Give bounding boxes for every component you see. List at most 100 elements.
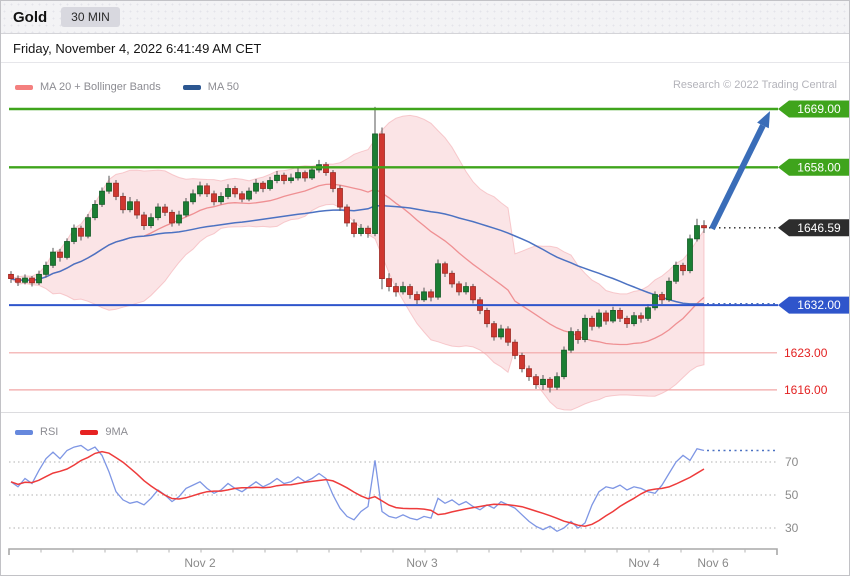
candle-up (372, 133, 378, 234)
candle-down (57, 251, 63, 258)
candle-down (512, 341, 518, 356)
candle-up (596, 312, 602, 327)
candle-up (22, 277, 28, 283)
ma20-bollinger-legend-swatch (15, 84, 33, 90)
candle-down (330, 172, 336, 189)
candle-up (610, 309, 616, 322)
candle-up (155, 206, 161, 219)
time-axis-svg[interactable]: Nov 2 Nov 3 Nov 4 Nov 6 (1, 546, 850, 576)
candle-down (78, 227, 84, 237)
rsi-ma-legend-swatch (80, 429, 99, 435)
candle-up (225, 188, 231, 197)
candle-up (36, 273, 42, 284)
resistance-tag-1658-label: 1658.00 (797, 160, 841, 174)
candle-up (99, 190, 105, 205)
rsi-line (10, 444, 705, 533)
copyright-watermark: Research © 2022 Trading Central (672, 79, 837, 91)
candle-up (582, 317, 588, 340)
candle-down (449, 272, 455, 285)
resistance-tag-1669-label: 1669.00 (797, 102, 841, 116)
candle-down (680, 264, 686, 272)
candle-up (71, 227, 77, 242)
candle-up (631, 315, 637, 325)
candle-down (519, 355, 525, 370)
main-chart-svg[interactable]: 1669.00 1658.00 1646.59 1632.00 1623.00 1616.… (1, 63, 850, 413)
candle-up (666, 280, 672, 301)
candle-down (323, 164, 329, 174)
candle-down (638, 315, 644, 319)
candle-up (106, 182, 112, 192)
candle-up (645, 307, 651, 319)
time-axis-label-Nov-2: Nov 2 (184, 556, 216, 570)
candle-down (659, 294, 665, 301)
ma50-legend-swatch (182, 84, 201, 90)
candle-down (393, 286, 399, 293)
timeframe-badge[interactable]: 30 MIN (61, 7, 120, 27)
candle-up (568, 331, 574, 351)
resistance-tag-1669 (778, 100, 849, 118)
candle-down (407, 286, 413, 295)
candle-up (85, 217, 91, 237)
candle-down (414, 294, 420, 301)
time-axis[interactable]: Nov 2 Nov 3 Nov 4 Nov 6 (1, 546, 850, 576)
candle-up (687, 238, 693, 272)
candle-down (232, 188, 238, 195)
candle-down (470, 286, 476, 301)
candle-up (463, 286, 469, 293)
price-chart-panel[interactable]: MA 20 + Bollinger Bands MA 50 Research ©… (1, 63, 849, 413)
candle-up (92, 203, 98, 219)
candle-up (267, 180, 273, 189)
rsi-legend-swatch (15, 429, 33, 435)
candle-up (183, 201, 189, 216)
candle-down (386, 278, 392, 287)
candle-up (50, 251, 56, 266)
candle-up (43, 264, 49, 275)
candle-up (253, 182, 259, 192)
candle-down (211, 193, 217, 203)
last-price-tag (778, 219, 849, 237)
candle-up (652, 294, 658, 309)
ma50-line (10, 205, 705, 305)
candle-up (190, 193, 196, 203)
ma50-legend-label: MA 50 (207, 81, 239, 93)
rsi-9ma-line (10, 450, 705, 527)
candle-down (505, 328, 511, 343)
candle-up (127, 201, 133, 211)
candle-down (260, 182, 266, 189)
up-arrow-icon (757, 111, 770, 129)
candle-up (694, 225, 700, 240)
candle-up (218, 196, 224, 203)
price-chart-legend: MA 20 + Bollinger Bands MA 50 (15, 81, 261, 93)
candle-down (204, 185, 210, 195)
rsi-panel[interactable]: RSI 9MA 70 50 30 (1, 413, 849, 546)
rsi-legend-label: RSI (40, 426, 59, 438)
candle-down (589, 317, 595, 327)
candle-up (554, 376, 560, 388)
pivot-tag-1632 (778, 296, 849, 314)
rsi-ma-legend-label: 9MA (105, 426, 128, 438)
rsi-chart-svg[interactable]: 70 50 30 (1, 413, 850, 546)
candle-down (8, 273, 14, 280)
candle-up (421, 291, 427, 301)
candle-up (309, 169, 315, 179)
candle-down (379, 133, 385, 280)
candle-up (64, 241, 70, 258)
candle-down (617, 309, 623, 319)
candle-down (484, 309, 490, 325)
candle-down (624, 317, 630, 325)
candle-down (15, 278, 21, 283)
time-axis-label-Nov-6: Nov 6 (697, 556, 729, 570)
candle-down (575, 331, 581, 340)
last-price-tag-label: 1646.59 (797, 221, 841, 235)
candle-up (498, 328, 504, 338)
candle-up (358, 227, 364, 234)
rsi-tick-label-70: 70 (785, 455, 799, 469)
candle-up (288, 177, 294, 181)
candle-up (246, 190, 252, 200)
time-axis-label-Nov-3: Nov 3 (406, 556, 438, 570)
rsi-tick-label-50: 50 (785, 488, 799, 502)
resistance-tag-1658 (778, 158, 849, 176)
candle-down (533, 376, 539, 385)
candle-down (365, 227, 371, 234)
candle-down (442, 263, 448, 274)
